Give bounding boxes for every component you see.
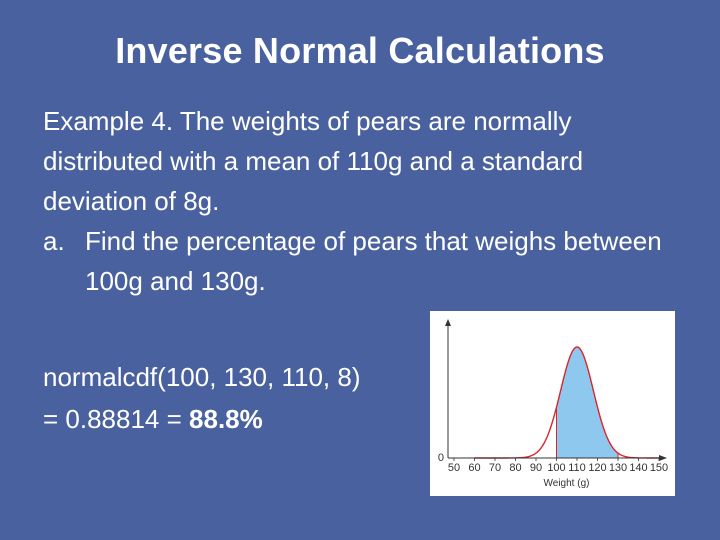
y-tick-label: 0 [438, 452, 444, 464]
normal-curve-chart: 50 60 70 80 90 100 110 120 130 140 150 0 Weight (g… [438, 319, 668, 489]
x-tick-label: 90 [530, 462, 542, 474]
y-axis-arrow [445, 319, 451, 326]
formula-line-1: normalcdf(100, 130, 110, 8) [43, 362, 361, 392]
list-item: a. Find the percentage of pears that wei… [43, 221, 683, 301]
normal-curve-figure: 50 60 70 80 90 100 110 120 130 140 150 0 Weight (g… [430, 311, 675, 496]
formula-block: normalcdf(100, 130, 110, 8) = 0.88814 = … [43, 356, 360, 440]
formula-prefix: = 0.88814 = [43, 404, 190, 434]
x-tick-label: 130 [609, 462, 627, 474]
x-tick-label: 50 [448, 462, 460, 474]
slide-title: Inverse Normal Calculations [115, 30, 605, 71]
example-paragraph: Example 4. The weights of pears are norm… [43, 106, 584, 216]
x-tick-label: 100 [547, 462, 565, 474]
x-tick-label: 70 [489, 462, 501, 474]
x-tick-label: 120 [588, 462, 606, 474]
x-axis-label: Weight (g) [544, 478, 590, 489]
formula-result: 88.8% [189, 404, 263, 434]
x-tick-label: 140 [629, 462, 647, 474]
problem-text: Example 4. The weights of pears are norm… [43, 101, 683, 301]
x-axis-arrow [659, 455, 667, 461]
x-tick-label: 110 [568, 462, 586, 474]
shaded-area [556, 347, 618, 458]
item-marker: a. [43, 226, 65, 256]
x-tick-label: 80 [509, 462, 521, 474]
x-tick-label: 150 [650, 462, 668, 474]
item-text: Find the percentage of pears that weighs… [85, 226, 662, 296]
x-tick-label: 60 [468, 462, 480, 474]
formula-line-2: = 0.88814 = 88.8% [43, 398, 360, 440]
